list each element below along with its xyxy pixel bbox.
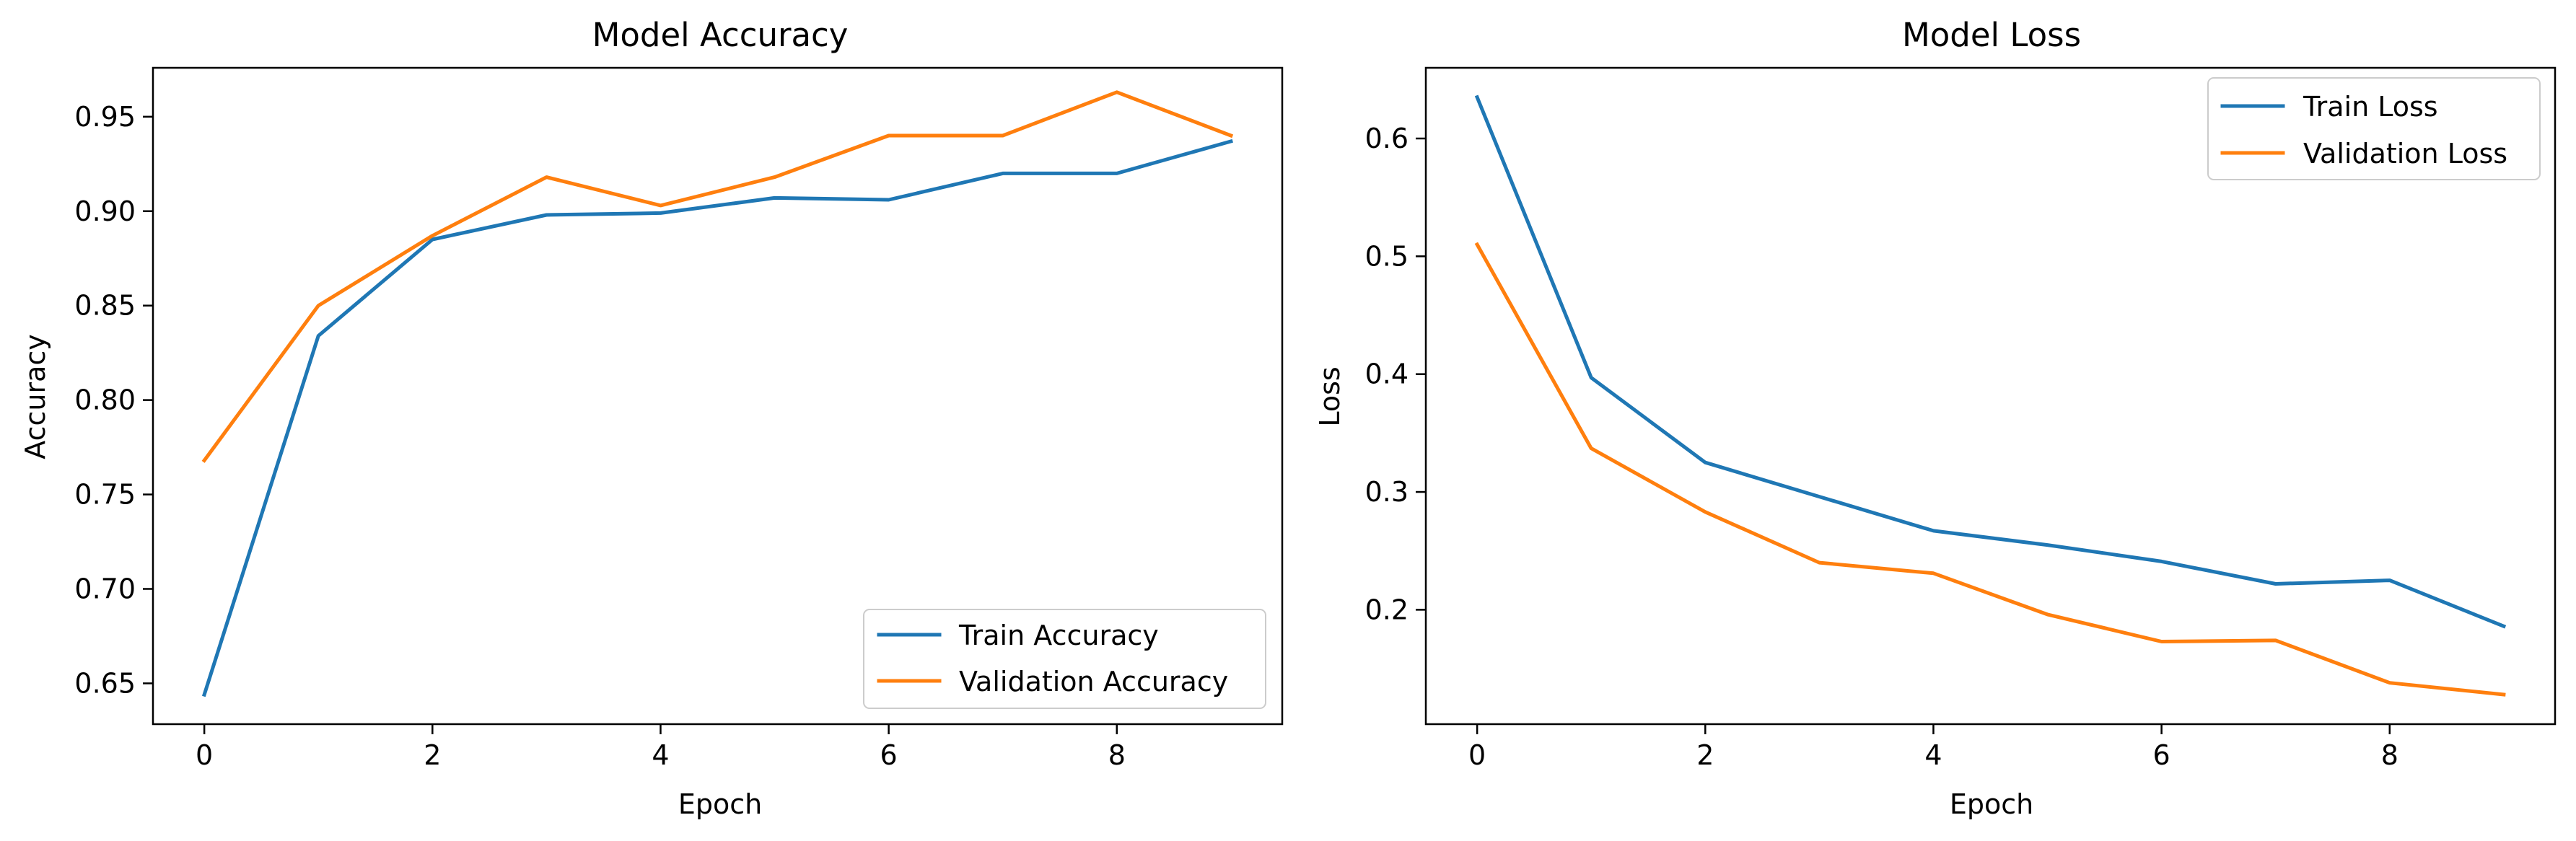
series-line-train-loss: [1474, 94, 2507, 629]
series-line-validation-loss: [1474, 242, 2506, 697]
loss-y-tick-label: 0.4: [1365, 358, 1409, 390]
loss-chart-title: Model Loss: [1902, 16, 2081, 54]
accuracy-y-axis-label: Accuracy: [19, 334, 51, 459]
accuracy-x-tick-label: 2: [424, 739, 441, 771]
accuracy-x-tick-label: 6: [880, 739, 898, 771]
loss-ticks: 0 2 4 6 8 0.2 0.3 0.4 0.5 0.6: [1365, 123, 2398, 771]
loss-y-tick-label: 0.2: [1365, 594, 1409, 625]
loss-chart: Model Loss Epoch Loss 0 2 4 6 80.20.30.40.50…: [1314, 16, 2557, 820]
loss-y-axis-label: Loss: [1314, 366, 1346, 426]
accuracy-y-tick-label: 0.65: [74, 667, 136, 699]
accuracy-x-tick-label: 4: [652, 739, 669, 771]
accuracy-legend-box: [863, 609, 1266, 709]
accuracy-series-lines: [201, 90, 1234, 697]
loss-x-tick-label: 2: [1696, 739, 1714, 771]
loss-plot-frame: [1424, 66, 2557, 726]
accuracy-y-tick-label: 0.95: [74, 101, 136, 133]
accuracy-x-tick-label: 0: [196, 739, 213, 771]
series-line-validation-accuracy: [201, 90, 1234, 463]
legend-label-train-loss: Train Loss: [2303, 91, 2438, 123]
loss-x-tick-label: 4: [1924, 739, 1942, 771]
loss-y-tick-label: 0.3: [1365, 476, 1409, 508]
loss-series-lines: [1474, 94, 2507, 697]
legend-label-train-accuracy: Train Accuracy: [958, 620, 1159, 651]
loss-legend-box: [2207, 77, 2541, 180]
loss-x-tick-label: 8: [2381, 739, 2398, 771]
accuracy-chart: Model Accuracy Epoch Accuracy 0 2 4 6 80.650…: [19, 16, 1284, 820]
legend-label-validation-loss: Validation Loss: [2303, 138, 2507, 169]
loss-x-tick-label: 6: [2153, 739, 2170, 771]
accuracy-y-tick-label: 0.75: [74, 479, 136, 511]
loss-legend: Train Loss Validation Loss: [2207, 77, 2541, 180]
accuracy-y-tick-label: 0.85: [74, 290, 136, 322]
series-line-train-accuracy: [201, 138, 1233, 697]
loss-y-tick-label: 0.6: [1365, 123, 1409, 154]
accuracy-x-tick-label: 8: [1108, 739, 1126, 771]
accuracy-ticks: 0 2 4 6 8 0.65 0.70 0.75 0.80 0.85 0.90 0.95: [74, 101, 1125, 771]
accuracy-legend: Train Accuracy Validation Accuracy: [863, 609, 1266, 709]
accuracy-plot-frame: [152, 66, 1284, 726]
loss-y-tick-label: 0.5: [1365, 240, 1409, 272]
accuracy-y-tick-label: 0.70: [74, 573, 136, 605]
accuracy-y-tick-label: 0.80: [74, 384, 136, 416]
loss-x-tick-label: 0: [1468, 739, 1486, 771]
legend-label-validation-accuracy: Validation Accuracy: [959, 666, 1228, 697]
loss-x-axis-label: Epoch: [1950, 788, 2033, 820]
accuracy-chart-title: Model Accuracy: [592, 16, 849, 54]
accuracy-x-axis-label: Epoch: [678, 788, 762, 820]
accuracy-y-tick-label: 0.90: [74, 195, 136, 227]
